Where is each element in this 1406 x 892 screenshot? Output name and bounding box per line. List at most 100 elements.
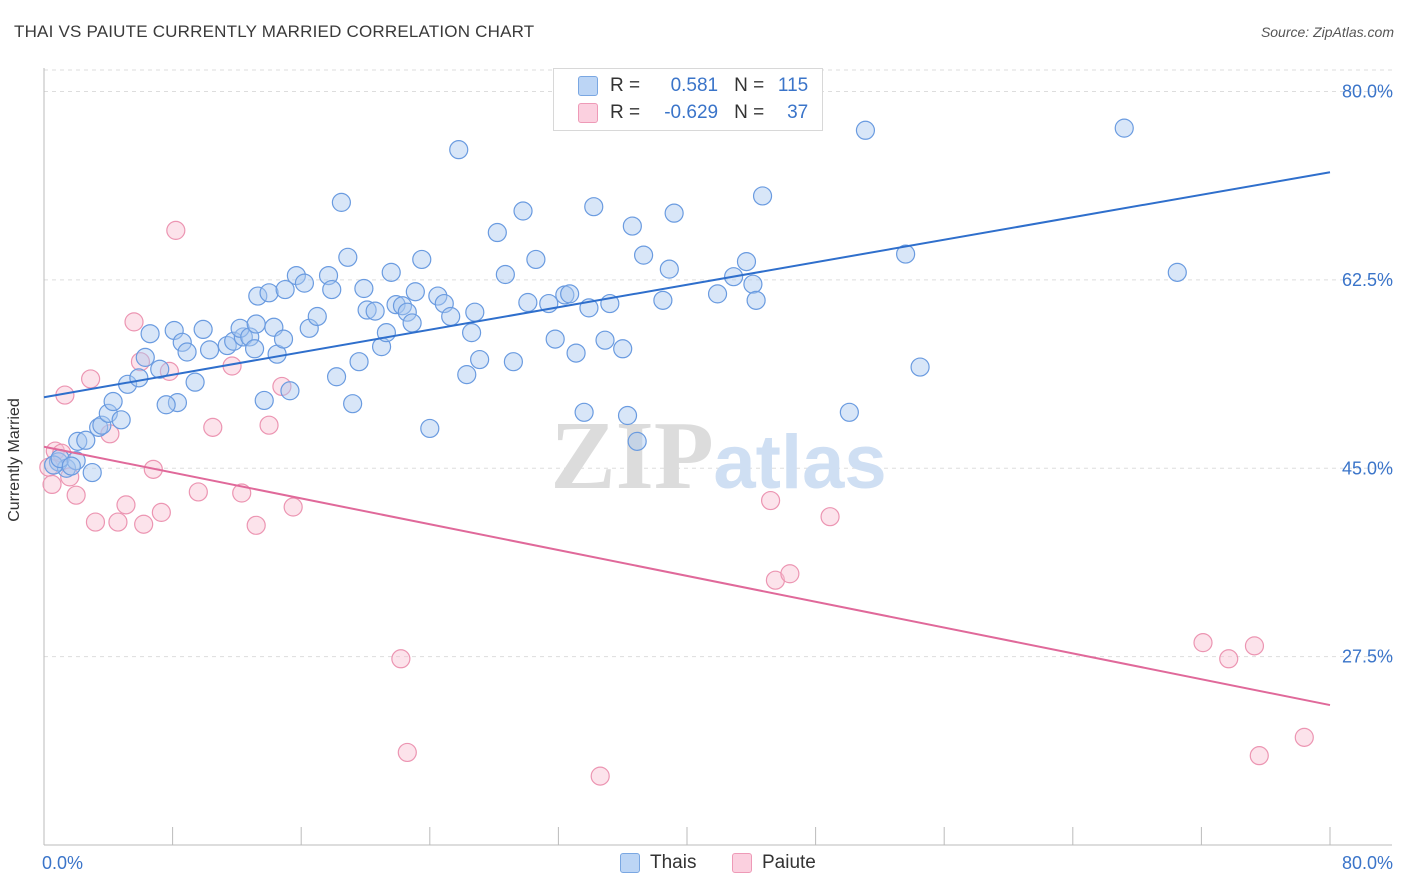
y-tick-label: 62.5% <box>1342 270 1393 290</box>
thais-point <box>1114 118 1134 138</box>
paiute-point <box>259 415 279 435</box>
thais-point <box>92 415 112 435</box>
thais-point <box>275 279 295 300</box>
thais-point <box>68 431 88 451</box>
thais-point <box>428 286 448 306</box>
legend-thais-n-value: 115 <box>777 75 809 96</box>
thais-point <box>910 357 930 377</box>
thais-point <box>855 120 876 140</box>
thais-point <box>503 352 523 372</box>
y-axis-label: Currently Married <box>6 398 23 522</box>
thais-point <box>248 286 268 306</box>
legend-paiute-r-value: -0.629 <box>664 102 719 123</box>
thais-point <box>752 186 773 206</box>
thais-point <box>574 402 594 422</box>
paiute-point <box>188 482 208 502</box>
legend-thais-r-value: 0.581 <box>670 75 719 96</box>
thais-point <box>397 302 417 322</box>
thais-point <box>331 192 351 212</box>
thais-point <box>246 314 266 334</box>
thais-point <box>622 216 642 236</box>
tick-labels: 27.5% 45.0% 62.5% 80.0% 0.0% 80.0% <box>42 82 1393 873</box>
thais-point <box>156 395 176 415</box>
paiute-point <box>1294 727 1314 747</box>
grid-lines <box>44 69 1392 658</box>
trend-lines <box>43 171 1331 707</box>
thais-point <box>659 259 679 279</box>
thais-point <box>595 330 615 350</box>
paiute-point <box>1193 633 1213 653</box>
thais-point <box>254 390 274 411</box>
thais-point <box>326 367 347 387</box>
thais-point <box>896 244 916 264</box>
paiute-point <box>81 369 101 389</box>
y-tick-label: 27.5% <box>1342 647 1393 667</box>
legend-row-thais: R = 0.581 N = 115 <box>578 73 808 99</box>
thais-point <box>129 368 149 388</box>
thais-point <box>839 402 859 422</box>
thais-point <box>613 339 633 359</box>
thais-point <box>617 405 638 426</box>
paiute-point <box>66 485 86 505</box>
legend-swatch-thais <box>578 76 598 96</box>
paiute-point <box>134 514 154 534</box>
thais-point <box>172 332 192 352</box>
thais-point <box>746 290 766 310</box>
thais-point <box>61 456 81 476</box>
thais-point <box>357 300 377 320</box>
bottom-legend-paiute-label: Paiute <box>762 852 816 873</box>
paiute-point <box>391 649 411 669</box>
thais-point <box>111 410 131 430</box>
legend-swatch-paiute <box>578 103 598 123</box>
thais-point <box>280 381 300 401</box>
watermark-zip: ZIP <box>550 402 713 510</box>
thais-point <box>513 201 533 221</box>
thais-point <box>707 284 728 304</box>
paiute-point <box>116 495 136 515</box>
thais-point <box>244 339 265 359</box>
thais-point <box>545 329 565 349</box>
thais-point <box>664 203 684 223</box>
axes <box>43 68 1392 846</box>
bottom-legend-swatch-thais <box>620 853 640 873</box>
watermark-atlas: atlas <box>713 420 886 505</box>
thais-point <box>294 273 315 293</box>
thais-point <box>653 290 673 310</box>
legend-thais-n-label: N = <box>734 75 765 96</box>
thais-point <box>354 278 374 299</box>
paiute-point <box>820 507 840 527</box>
thais-point <box>185 372 205 392</box>
legend-thais-r-label: R = <box>610 75 641 96</box>
watermark: ZIP atlas <box>550 402 886 510</box>
thais-point <box>743 274 763 294</box>
x-tick-label: 80.0% <box>1342 853 1393 873</box>
thais-point <box>193 319 213 340</box>
thais-point <box>89 417 109 437</box>
thais-point <box>461 323 482 343</box>
paiute-point <box>108 512 128 532</box>
thais-point <box>76 430 96 450</box>
paiute-point <box>780 564 800 584</box>
thais-point <box>135 347 155 367</box>
thais-point <box>338 247 358 267</box>
thais-point <box>322 279 342 300</box>
bottom-legend-thais-label: Thais <box>650 852 697 873</box>
thais-point <box>412 249 432 270</box>
thais-point <box>1167 262 1187 282</box>
x-tick-label: 0.0% <box>42 853 83 873</box>
paiute-point <box>760 490 781 511</box>
thais-point <box>259 283 279 303</box>
legend-paiute-n-value: 37 <box>787 102 809 123</box>
thais-point <box>457 365 477 385</box>
thais-points <box>44 118 1187 483</box>
paiute-point <box>151 502 171 522</box>
thais-point <box>495 264 515 285</box>
thais-point <box>465 302 485 322</box>
thais-point <box>150 359 170 379</box>
thais-point <box>82 462 102 483</box>
paiute-point <box>42 474 62 495</box>
paiute-trend-line <box>43 445 1331 707</box>
thais-point <box>441 306 461 327</box>
thais-point <box>584 197 604 217</box>
